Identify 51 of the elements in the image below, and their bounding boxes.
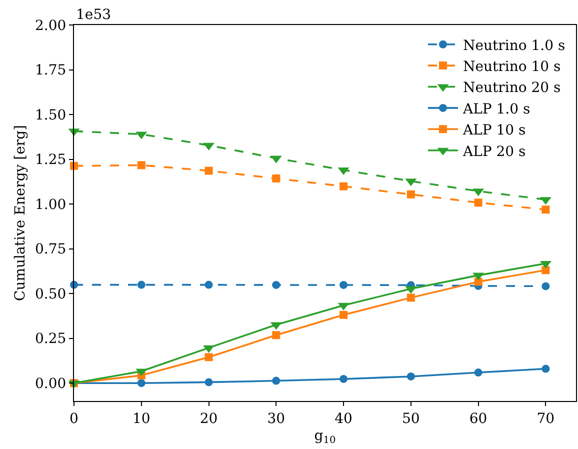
legend-label: Neutrino 20 s: [462, 80, 561, 96]
point: [272, 174, 280, 182]
y-tick-label: 0.00: [35, 376, 66, 392]
legend-label: ALP 10 s: [462, 122, 526, 139]
point: [272, 376, 280, 385]
point: [474, 278, 482, 286]
legend-label: ALP 20 s: [462, 144, 526, 160]
y-tick-label: 1.25: [35, 152, 66, 168]
x-tick-label: 70: [536, 410, 555, 427]
legend-label: Neutrino 10 s: [462, 59, 561, 76]
y-tick-label: 1.00: [35, 196, 66, 213]
legend-label: Neutrino 1.0 s: [462, 38, 566, 54]
x-tick-label: 10: [132, 410, 150, 427]
y-axis-title: Cumulative Energy [erg]: [12, 125, 29, 301]
y-tick-label: 0.50: [35, 286, 66, 302]
point: [340, 280, 348, 289]
y-tick-label: 1.50: [35, 107, 66, 124]
point: [406, 294, 415, 302]
point: [137, 280, 146, 289]
x-tick-label: 50: [402, 410, 420, 427]
x-tick-label: 30: [267, 410, 286, 427]
point: [340, 182, 348, 190]
point: [474, 368, 482, 377]
x-axis-title: g$_{10}$: [314, 428, 336, 446]
x-tick-label: 0: [70, 410, 78, 427]
x-tick-label: 60: [469, 410, 488, 427]
y-tick-label: 0.25: [35, 331, 66, 348]
point: [204, 280, 213, 289]
y-tick-label: 2.00: [35, 18, 66, 34]
point: [542, 282, 550, 290]
point: [272, 280, 280, 289]
point: [474, 198, 482, 207]
point: [272, 331, 280, 340]
point: [137, 161, 146, 170]
legend-label: ALP 1.0 s: [462, 101, 530, 118]
point: [406, 372, 415, 380]
x-tick-label: 20: [200, 410, 218, 427]
point: [204, 378, 213, 386]
point: [340, 310, 348, 319]
x-tick-label: 40: [334, 410, 352, 427]
y-tick-label: 1.75: [35, 62, 66, 79]
point: [406, 190, 415, 198]
point: [204, 166, 213, 175]
y-tick-label: 0.75: [35, 242, 66, 258]
point: [542, 266, 550, 274]
point: [204, 353, 213, 362]
point: [542, 364, 550, 373]
point: [137, 379, 146, 388]
point: [340, 374, 348, 383]
text: 1e53: [76, 7, 112, 23]
point: [542, 206, 550, 214]
